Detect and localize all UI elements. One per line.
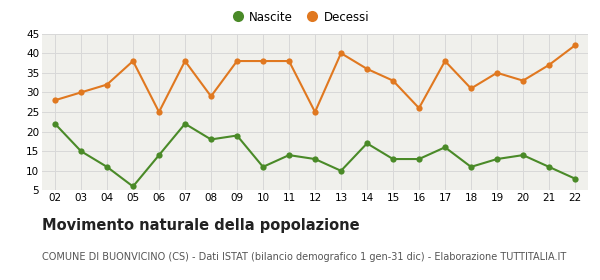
Nascite bbox=[286, 153, 293, 157]
Nascite bbox=[337, 169, 344, 172]
Decessi bbox=[520, 79, 527, 82]
Decessi bbox=[467, 87, 475, 90]
Nascite bbox=[130, 185, 137, 188]
Decessi bbox=[545, 63, 553, 67]
Decessi bbox=[52, 99, 59, 102]
Nascite bbox=[364, 142, 371, 145]
Decessi bbox=[364, 67, 371, 71]
Nascite bbox=[545, 165, 553, 169]
Nascite bbox=[389, 157, 397, 161]
Decessi bbox=[181, 59, 188, 63]
Decessi bbox=[286, 59, 293, 63]
Line: Decessi: Decessi bbox=[52, 42, 578, 115]
Nascite bbox=[181, 122, 188, 125]
Decessi bbox=[103, 83, 110, 86]
Nascite bbox=[52, 122, 59, 125]
Nascite bbox=[77, 150, 85, 153]
Nascite bbox=[571, 177, 578, 180]
Decessi bbox=[77, 91, 85, 94]
Decessi bbox=[208, 95, 215, 98]
Decessi bbox=[155, 110, 163, 114]
Nascite bbox=[155, 153, 163, 157]
Nascite bbox=[415, 157, 422, 161]
Nascite bbox=[233, 134, 241, 137]
Decessi bbox=[130, 59, 137, 63]
Nascite bbox=[259, 165, 266, 169]
Decessi bbox=[415, 106, 422, 110]
Nascite bbox=[520, 153, 527, 157]
Decessi bbox=[442, 59, 449, 63]
Decessi bbox=[389, 79, 397, 82]
Decessi bbox=[311, 110, 319, 114]
Text: COMUNE DI BUONVICINO (CS) - Dati ISTAT (bilancio demografico 1 gen-31 dic) - Ela: COMUNE DI BUONVICINO (CS) - Dati ISTAT (… bbox=[42, 252, 566, 262]
Nascite bbox=[467, 165, 475, 169]
Decessi bbox=[493, 71, 500, 74]
Text: Movimento naturale della popolazione: Movimento naturale della popolazione bbox=[42, 218, 359, 234]
Nascite bbox=[208, 138, 215, 141]
Line: Nascite: Nascite bbox=[52, 121, 578, 190]
Legend: Nascite, Decessi: Nascite, Decessi bbox=[226, 6, 374, 28]
Nascite bbox=[311, 157, 319, 161]
Decessi bbox=[571, 44, 578, 47]
Decessi bbox=[233, 59, 241, 63]
Nascite bbox=[493, 157, 500, 161]
Decessi bbox=[259, 59, 266, 63]
Decessi bbox=[337, 52, 344, 55]
Nascite bbox=[442, 146, 449, 149]
Nascite bbox=[103, 165, 110, 169]
